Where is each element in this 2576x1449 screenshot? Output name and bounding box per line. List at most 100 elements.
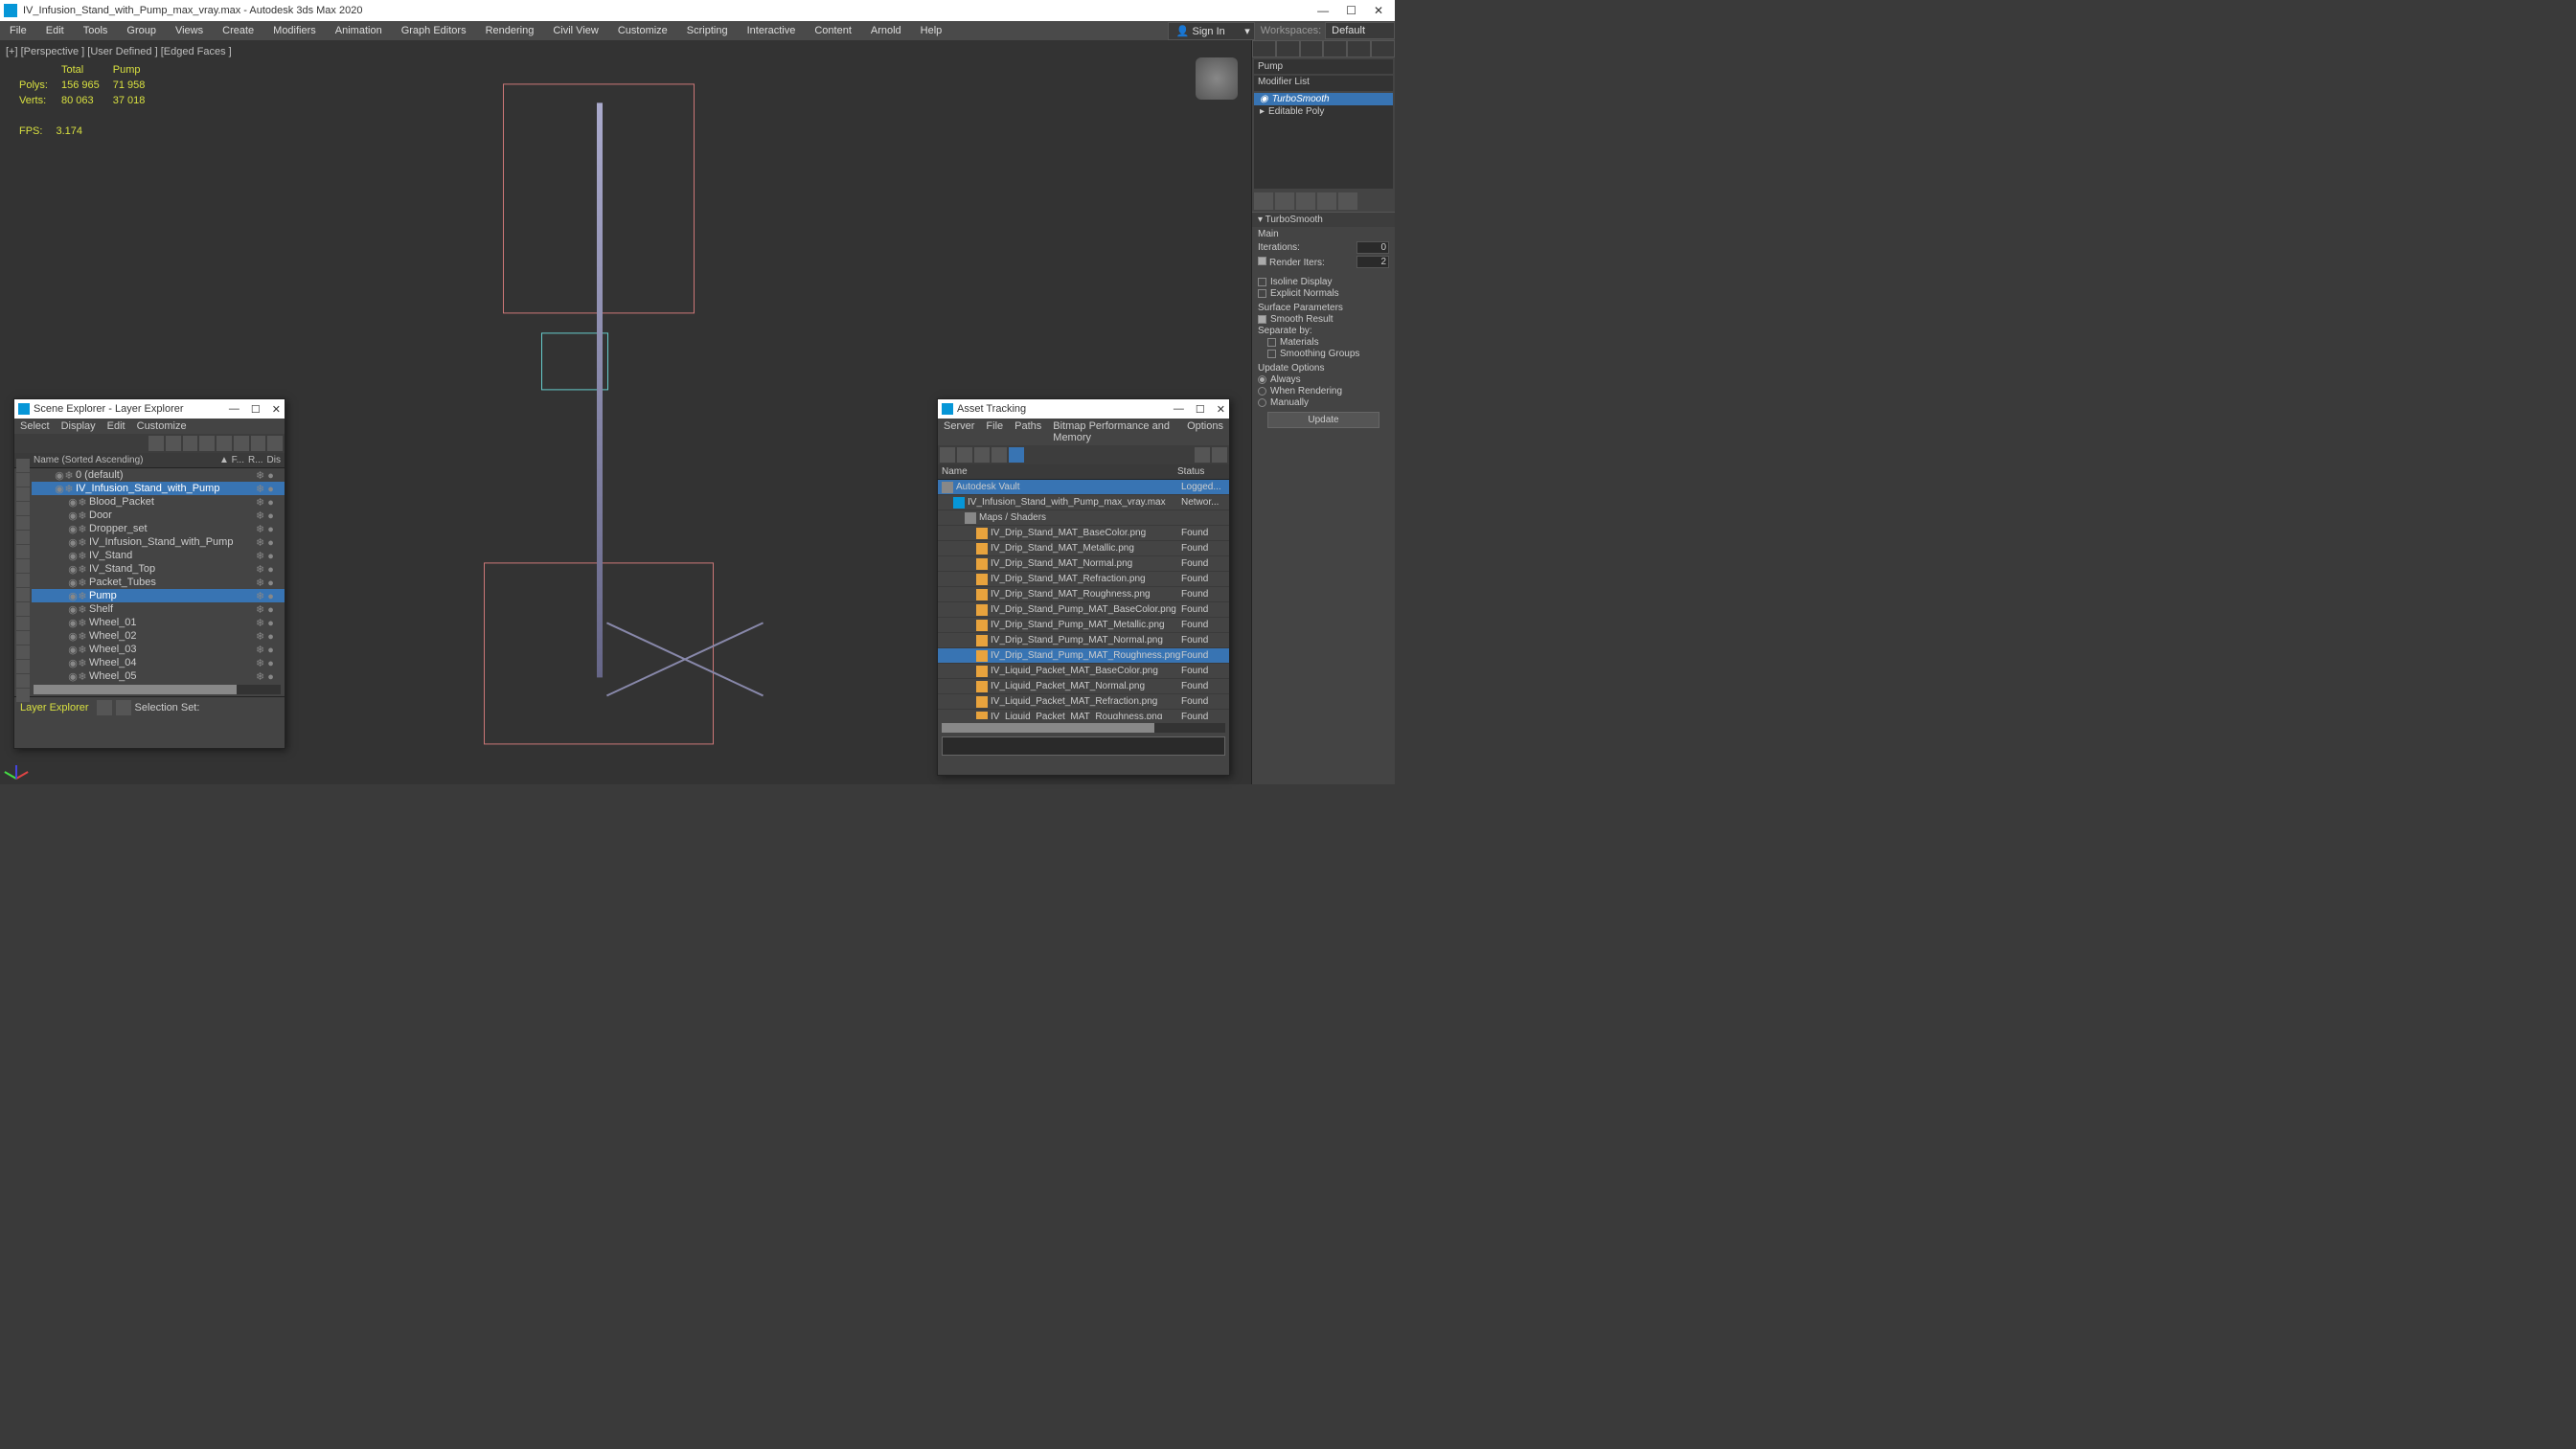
at-close-button[interactable]: ✕	[1217, 403, 1225, 416]
se-filter-icon[interactable]	[16, 545, 30, 558]
menu-group[interactable]: Group	[117, 25, 166, 36]
at-tool-icon[interactable]	[1212, 447, 1227, 463]
se-filter-icon[interactable]	[16, 602, 30, 616]
se-filter-icon[interactable]	[16, 617, 30, 630]
at-asset-row[interactable]: Maps / Shaders	[938, 510, 1229, 526]
render-iters-label[interactable]: Render Iters:	[1269, 258, 1325, 268]
se-tool-icon[interactable]	[217, 436, 232, 451]
stack-turbosmooth[interactable]: ◉ TurboSmooth	[1254, 93, 1393, 105]
smooth-result-checkbox[interactable]: Smooth Result	[1258, 314, 1389, 325]
se-node[interactable]: ◉❄Packet_Tubes❄ ●	[32, 576, 285, 589]
se-filter-icon[interactable]	[16, 631, 30, 645]
smoothing-groups-checkbox[interactable]: Smoothing Groups	[1267, 349, 1389, 359]
menu-animation[interactable]: Animation	[326, 25, 392, 36]
se-node[interactable]: ◉❄Wheel_01❄ ●	[32, 616, 285, 629]
menu-edit[interactable]: Edit	[36, 25, 74, 36]
se-node[interactable]: ◉❄Shelf❄ ●	[32, 602, 285, 616]
at-menu-options[interactable]: Options	[1187, 420, 1223, 443]
se-tool-icon[interactable]	[166, 436, 181, 451]
se-filter-icon[interactable]	[16, 689, 30, 702]
at-asset-row[interactable]: IV_Drip_Stand_MAT_BaseColor.pngFound	[938, 526, 1229, 541]
se-filter-icon[interactable]	[16, 531, 30, 544]
workspace-dropdown[interactable]: Default	[1325, 22, 1395, 39]
menu-create[interactable]: Create	[213, 25, 263, 36]
at-asset-row[interactable]: IV_Liquid_Packet_MAT_Roughness.pngFound	[938, 710, 1229, 719]
object-name-field[interactable]: Pump	[1254, 59, 1393, 74]
se-tool-icon[interactable]	[251, 436, 266, 451]
se-col-f[interactable]: ▲ F...	[219, 455, 244, 465]
se-minimize-button[interactable]: —	[229, 403, 239, 415]
se-maximize-button[interactable]: ☐	[251, 403, 261, 416]
se-col-name[interactable]: Name (Sorted Ascending)	[34, 455, 219, 465]
at-col-status[interactable]: Status	[1177, 466, 1225, 477]
se-menu-customize[interactable]: Customize	[137, 420, 187, 432]
menu-file[interactable]: File	[0, 25, 36, 36]
se-filter-icon[interactable]	[16, 473, 30, 487]
menu-graph-editors[interactable]: Graph Editors	[392, 25, 476, 36]
se-node[interactable]: ◉❄Wheel_03❄ ●	[32, 643, 285, 656]
at-asset-row[interactable]: IV_Drip_Stand_Pump_MAT_Roughness.pngFoun…	[938, 648, 1229, 664]
at-asset-row[interactable]: IV_Drip_Stand_MAT_Refraction.pngFound	[938, 572, 1229, 587]
se-node[interactable]: ◉❄IV_Infusion_Stand_with_Pump❄ ●	[32, 482, 285, 495]
se-filter-icon[interactable]	[16, 645, 30, 659]
at-tool-icon[interactable]	[1009, 447, 1024, 463]
at-tool-icon[interactable]	[957, 447, 972, 463]
se-menu-edit[interactable]: Edit	[107, 420, 125, 432]
at-col-name[interactable]: Name	[942, 466, 1177, 477]
at-tool-icon[interactable]	[1195, 447, 1210, 463]
render-iters-spinner[interactable]: 2	[1356, 256, 1389, 268]
se-node[interactable]: ◉❄Wheel_02❄ ●	[32, 629, 285, 643]
se-tool-icon[interactable]	[267, 436, 283, 451]
se-menu-display[interactable]: Display	[61, 420, 96, 432]
isoline-checkbox[interactable]: Isoline Display	[1258, 277, 1389, 287]
at-asset-row[interactable]: IV_Liquid_Packet_MAT_Normal.pngFound	[938, 679, 1229, 694]
se-close-button[interactable]: ✕	[272, 403, 281, 416]
close-button[interactable]: ✕	[1374, 4, 1383, 17]
viewcube[interactable]	[1196, 57, 1238, 100]
se-tool-icon[interactable]	[234, 436, 249, 451]
at-menu-file[interactable]: File	[986, 420, 1003, 443]
se-node[interactable]: ◉❄Blood_Packet❄ ●	[32, 495, 285, 509]
at-minimize-button[interactable]: —	[1174, 403, 1184, 415]
maximize-button[interactable]: ☐	[1346, 4, 1356, 17]
se-tool-icon[interactable]	[183, 436, 198, 451]
iterations-spinner[interactable]: 0	[1356, 241, 1389, 254]
at-asset-row[interactable]: IV_Drip_Stand_Pump_MAT_Normal.pngFound	[938, 633, 1229, 648]
stack-toolbar[interactable]	[1252, 191, 1395, 212]
explicit-normals-checkbox[interactable]: Explicit Normals	[1258, 288, 1389, 299]
at-asset-row[interactable]: IV_Liquid_Packet_MAT_BaseColor.pngFound	[938, 664, 1229, 679]
at-tool-icon[interactable]	[974, 447, 990, 463]
se-scrollbar[interactable]	[34, 685, 281, 694]
se-filter-icon[interactable]	[16, 502, 30, 515]
at-scrollbar[interactable]	[942, 723, 1225, 733]
se-node[interactable]: ◉❄IV_Infusion_Stand_with_Pump❄ ●	[32, 535, 285, 549]
menu-interactive[interactable]: Interactive	[738, 25, 806, 36]
se-footer-icon[interactable]	[116, 700, 131, 715]
at-asset-row[interactable]: IV_Drip_Stand_MAT_Normal.pngFound	[938, 556, 1229, 572]
se-filter-icon[interactable]	[16, 516, 30, 530]
se-filter-icon[interactable]	[16, 660, 30, 673]
at-asset-row[interactable]: IV_Liquid_Packet_MAT_Refraction.pngFound	[938, 694, 1229, 710]
always-radio[interactable]: Always	[1258, 374, 1389, 385]
at-menu-server[interactable]: Server	[944, 420, 974, 443]
minimize-button[interactable]: —	[1317, 4, 1329, 17]
at-maximize-button[interactable]: ☐	[1196, 403, 1205, 416]
se-node[interactable]: ◉❄IV_Stand❄ ●	[32, 549, 285, 562]
se-col-dis[interactable]: Dis	[267, 455, 281, 465]
se-footer-icon[interactable]	[97, 700, 112, 715]
se-node[interactable]: ◉❄Wheel_04❄ ●	[32, 656, 285, 669]
se-tool-icon[interactable]	[199, 436, 215, 451]
se-filter-icon[interactable]	[16, 487, 30, 501]
se-col-r[interactable]: R...	[248, 455, 263, 465]
menu-rendering[interactable]: Rendering	[476, 25, 544, 36]
at-menu-bitmap-performance-and-memory[interactable]: Bitmap Performance and Memory	[1053, 420, 1175, 443]
menu-help[interactable]: Help	[911, 25, 952, 36]
manually-radio[interactable]: Manually	[1258, 397, 1389, 408]
se-node[interactable]: ◉❄Pump❄ ●	[32, 589, 285, 602]
se-filter-icon[interactable]	[16, 574, 30, 587]
se-filter-icon[interactable]	[16, 459, 30, 472]
at-asset-row[interactable]: IV_Drip_Stand_Pump_MAT_BaseColor.pngFoun…	[938, 602, 1229, 618]
when-rendering-radio[interactable]: When Rendering	[1258, 386, 1389, 396]
se-node[interactable]: ◉❄Door❄ ●	[32, 509, 285, 522]
se-tool-icon[interactable]	[148, 436, 164, 451]
